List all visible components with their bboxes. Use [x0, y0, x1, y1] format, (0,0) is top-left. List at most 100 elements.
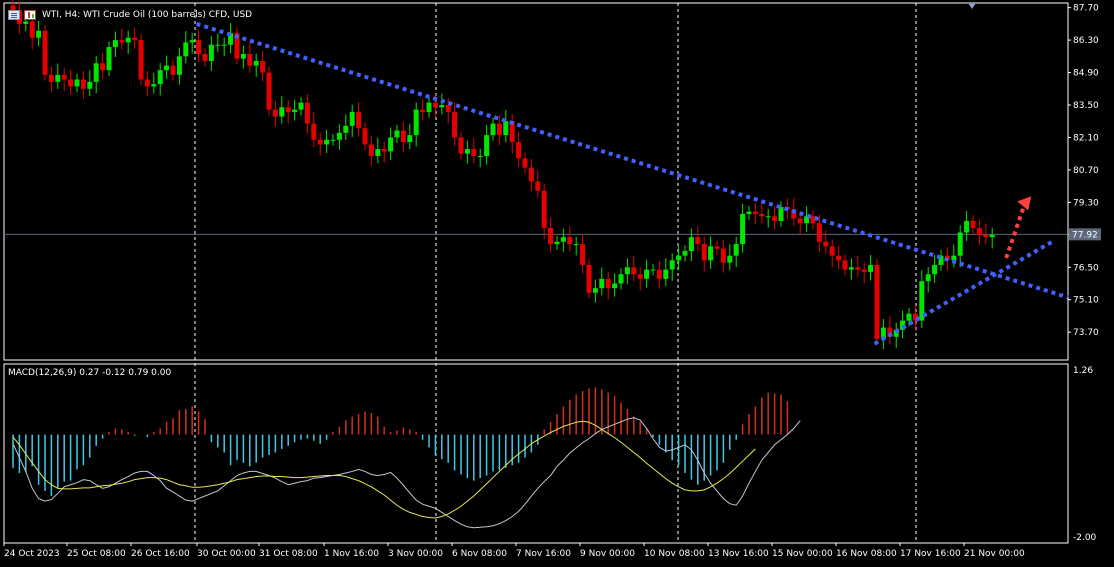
candle-body[interactable] — [816, 223, 822, 242]
candle-body[interactable] — [740, 213, 746, 245]
candle-body[interactable] — [23, 21, 29, 24]
candle-body[interactable] — [304, 102, 310, 124]
candle-body[interactable] — [336, 132, 342, 140]
candle-body[interactable] — [311, 123, 317, 140]
candle-body[interactable] — [759, 213, 765, 217]
candle-body[interactable] — [746, 211, 752, 214]
candle-body[interactable] — [855, 267, 861, 270]
candle-body[interactable] — [797, 218, 803, 224]
candle-body[interactable] — [292, 109, 298, 112]
candle-body[interactable] — [432, 102, 438, 108]
candle-body[interactable] — [356, 111, 362, 129]
candle-body[interactable] — [36, 30, 42, 38]
candle-body[interactable] — [388, 137, 394, 152]
candle-body[interactable] — [157, 70, 163, 85]
candle-body[interactable] — [471, 149, 477, 156]
candle-body[interactable] — [272, 109, 278, 117]
candle-body[interactable] — [477, 156, 483, 157]
candle-body[interactable] — [349, 111, 355, 126]
symbol-list-icon[interactable] — [8, 10, 20, 20]
candle-body[interactable] — [368, 144, 374, 156]
candle-body[interactable] — [407, 135, 413, 143]
candle-body[interactable] — [93, 63, 99, 82]
candle-body[interactable] — [496, 123, 502, 136]
candle-body[interactable] — [208, 44, 214, 61]
candle-body[interactable] — [669, 260, 675, 270]
candle-body[interactable] — [42, 30, 48, 75]
candle-body[interactable] — [682, 251, 688, 256]
candle-body[interactable] — [912, 313, 918, 321]
candle-body[interactable] — [772, 216, 778, 221]
candle-body[interactable] — [324, 139, 330, 145]
candle-body[interactable] — [509, 121, 515, 143]
candle-body[interactable] — [228, 33, 234, 45]
candle-body[interactable] — [503, 121, 509, 136]
candle-body[interactable] — [48, 74, 54, 82]
candle-body[interactable] — [880, 327, 886, 340]
candle-body[interactable] — [189, 40, 195, 43]
candle-body[interactable] — [823, 241, 829, 247]
candle-body[interactable] — [464, 149, 470, 154]
candle-body[interactable] — [362, 128, 368, 145]
candle-body[interactable] — [676, 255, 682, 261]
candle-body[interactable] — [906, 313, 912, 321]
candle-body[interactable] — [663, 269, 669, 279]
candle-body[interactable] — [151, 84, 157, 87]
candle-body[interactable] — [708, 246, 714, 261]
candle-body[interactable] — [976, 227, 982, 235]
candle-body[interactable] — [605, 278, 611, 289]
chart-type-icon[interactable] — [24, 10, 36, 20]
candle-body[interactable] — [61, 74, 67, 80]
candle-body[interactable] — [573, 244, 579, 246]
candle-body[interactable] — [413, 109, 419, 136]
candle-body[interactable] — [829, 246, 835, 256]
candle-body[interactable] — [548, 227, 554, 245]
candle-body[interactable] — [656, 269, 662, 279]
candle-body[interactable] — [279, 107, 285, 117]
candle-body[interactable] — [375, 149, 381, 156]
candle-body[interactable] — [951, 255, 957, 261]
candle-body[interactable] — [164, 65, 170, 71]
candle-body[interactable] — [932, 264, 938, 275]
candle-body[interactable] — [330, 139, 336, 141]
candle-body[interactable] — [106, 47, 112, 71]
resistance-trendline[interactable] — [196, 21, 1069, 300]
candle-body[interactable] — [420, 109, 426, 112]
candle-body[interactable] — [714, 246, 720, 249]
candle-body[interactable] — [516, 142, 522, 159]
candle-body[interactable] — [887, 327, 893, 337]
candle-body[interactable] — [727, 255, 733, 263]
candle-body[interactable] — [298, 102, 304, 110]
candle-body[interactable] — [381, 149, 387, 152]
candle-body[interactable] — [170, 65, 176, 75]
candle-body[interactable] — [74, 79, 80, 87]
candle-body[interactable] — [599, 278, 605, 289]
candle-body[interactable] — [695, 237, 701, 245]
candle-body[interactable] — [919, 281, 925, 321]
candle-body[interactable] — [138, 40, 144, 80]
candle-body[interactable] — [791, 209, 797, 219]
candle-body[interactable] — [900, 320, 906, 330]
candle-body[interactable] — [970, 220, 976, 228]
candle-body[interactable] — [528, 167, 534, 182]
candle-body[interactable] — [100, 63, 106, 71]
candle-body[interactable] — [720, 248, 726, 263]
candle-body[interactable] — [554, 241, 560, 245]
breakout-arrow-line[interactable] — [1004, 201, 1028, 259]
candle-body[interactable] — [285, 107, 291, 112]
candle-body[interactable] — [592, 288, 598, 293]
candle-body[interactable] — [484, 135, 490, 156]
candle-body[interactable] — [650, 269, 656, 271]
candle-body[interactable] — [247, 54, 253, 66]
candle-body[interactable] — [778, 207, 784, 221]
candle-body[interactable] — [560, 237, 566, 242]
candle-body[interactable] — [541, 190, 547, 228]
candle-body[interactable] — [688, 237, 694, 252]
candle-body[interactable] — [644, 269, 650, 279]
candle-body[interactable] — [426, 102, 432, 112]
candle-body[interactable] — [586, 264, 592, 293]
candle-body[interactable] — [196, 40, 202, 54]
candle-body[interactable] — [80, 79, 86, 89]
candle-body[interactable] — [522, 158, 528, 168]
